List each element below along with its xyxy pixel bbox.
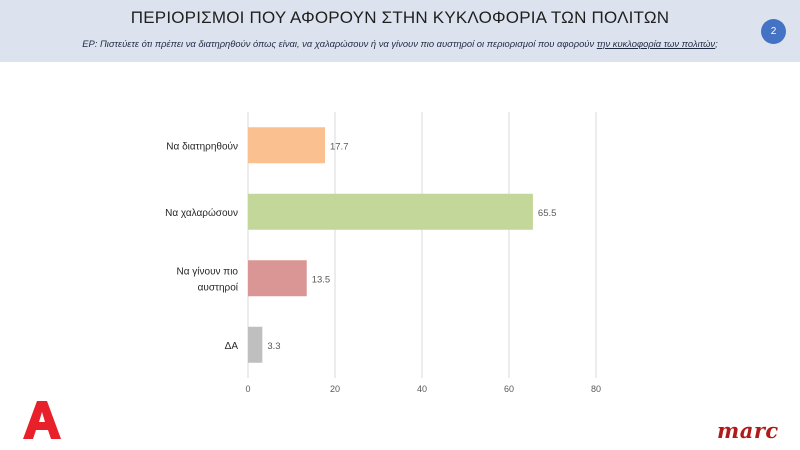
category-label: ΔΑ [225, 341, 239, 352]
x-tick-label: 0 [245, 384, 250, 394]
alpha-logo-icon [23, 401, 61, 439]
category-label: αυστηροί [198, 281, 239, 293]
x-tick-label: 60 [504, 384, 514, 394]
question-emphasis: την κυκλοφορία των πολιτών [596, 38, 716, 49]
bar [248, 260, 307, 297]
alpha-logo [22, 399, 62, 446]
x-tick-label: 40 [417, 384, 427, 394]
bar-value-label: 65.5 [538, 208, 557, 219]
question-prefix: ΕΡ: Πιστεύετε ότι πρέπει να διατηρηθούν … [82, 38, 597, 49]
bar [248, 193, 533, 230]
bar-value-label: 3.3 [267, 341, 280, 352]
bar [248, 127, 325, 164]
category-label: Να διατηρηθούν [166, 140, 238, 152]
category-label: Να χαλαρώσουν [165, 207, 238, 219]
marc-logo: marc [717, 418, 779, 443]
question-text: ΕΡ: Πιστεύετε ότι πρέπει να διατηρηθούν … [0, 38, 800, 49]
bar [248, 326, 263, 363]
x-tick-label: 80 [591, 384, 601, 394]
header-banner [0, 0, 800, 62]
page-title: ΠΕΡΙΟΡΙΣΜΟΙ ΠΟΥ ΑΦΟΡΟΥΝ ΣΤΗΝ ΚΥΚΛΟΦΟΡΙΑ … [130, 8, 670, 27]
category-label: Να γίνουν πιο [177, 265, 239, 277]
bar-value-label: 13.5 [312, 274, 331, 285]
bar-value-label: 17.7 [330, 141, 349, 152]
x-tick-label: 20 [330, 384, 340, 394]
question-suffix: ; [715, 38, 718, 49]
page-number-badge: 2 [761, 19, 786, 44]
